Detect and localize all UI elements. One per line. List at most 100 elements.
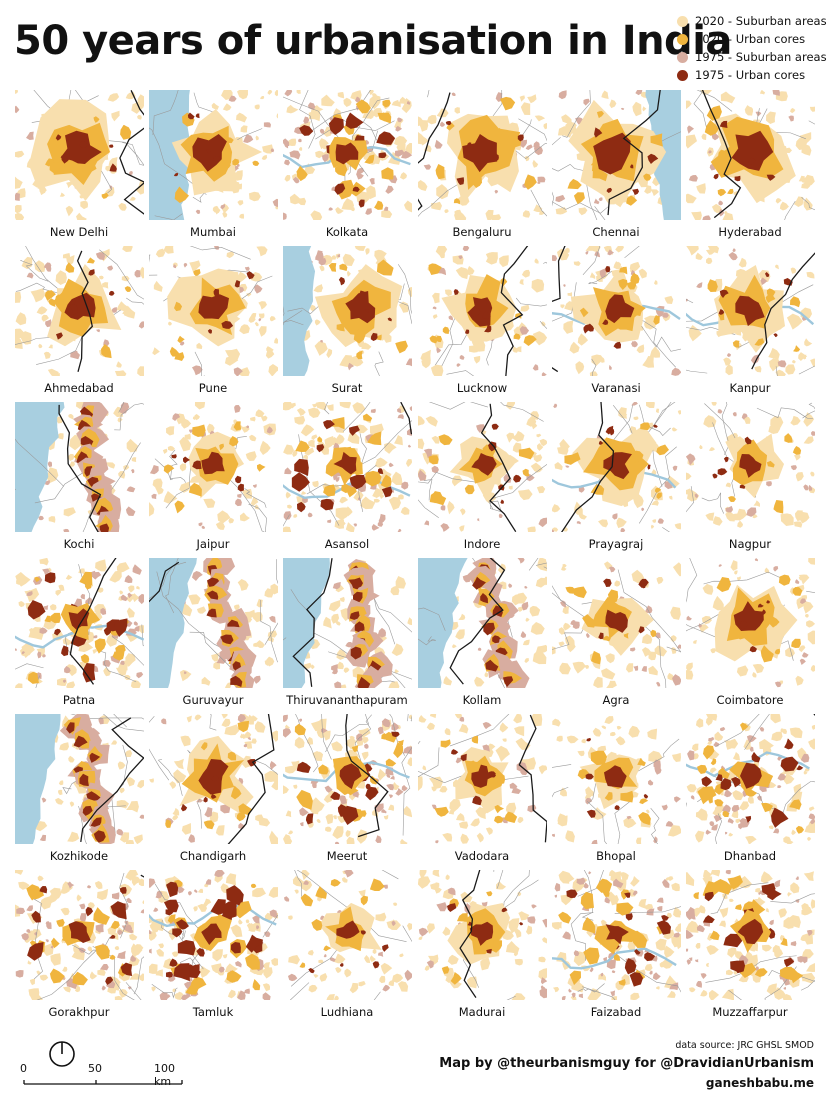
city-label: Ludhiana	[320, 1005, 374, 1019]
city-label: Kanpur	[729, 381, 771, 395]
city-label: Guruvayur	[182, 693, 244, 707]
city-label: Vadodara	[454, 849, 510, 863]
scale-label-100: 100 km	[154, 1062, 175, 1088]
legend-label: 1975 - Urban cores	[695, 68, 806, 82]
website: ganeshbabu.me	[705, 1076, 814, 1090]
city-map-panel	[15, 246, 144, 376]
urban-footprint-map	[552, 246, 681, 376]
urban-footprint-map	[149, 870, 278, 1000]
city-label: Patna	[62, 693, 96, 707]
city-label: Tamluk	[192, 1005, 234, 1019]
legend-swatch	[677, 69, 688, 81]
city-label: Nagpur	[728, 537, 772, 551]
city-label: Thiruvananthapuram	[286, 693, 408, 707]
legend-item: 1975 - Suburban areas	[677, 48, 827, 66]
city-map-panel	[283, 402, 412, 532]
urban-footprint-map	[686, 558, 815, 688]
city-map-panel	[283, 870, 412, 1000]
urban-footprint-map	[552, 714, 681, 844]
credits: data source: JRC GHSL SMOD Map by @theur…	[439, 1040, 814, 1090]
urban-footprint-map	[15, 870, 144, 1000]
urban-footprint-map	[418, 714, 547, 844]
city-map-panel	[149, 558, 278, 688]
city-map-panel	[686, 870, 815, 1000]
data-source: data source: JRC GHSL SMOD	[675, 1040, 814, 1051]
city-label: Surat	[331, 381, 363, 395]
city-map-panel	[552, 558, 681, 688]
urban-footprint-map	[149, 558, 278, 688]
urban-footprint-map	[283, 90, 412, 220]
city-map-panel	[552, 402, 681, 532]
city-map-panel	[283, 246, 412, 376]
urban-footprint-map	[552, 90, 681, 220]
city-map-panel	[283, 714, 412, 844]
city-map-panel	[686, 90, 815, 220]
urban-footprint-map	[686, 402, 815, 532]
urban-footprint-map	[283, 714, 412, 844]
legend-swatch	[677, 33, 688, 45]
city-label: Pune	[198, 381, 228, 395]
small-multiples-grid: New Delhi Mumbai Kolkata Bengaluru Chennai Hy…	[15, 90, 815, 1019]
city-map-panel	[149, 402, 278, 532]
city-label: Ahmedabad	[44, 381, 114, 395]
urban-footprint-map	[283, 246, 412, 376]
city-map-panel	[418, 90, 547, 220]
city-label: Coimbatore	[716, 693, 784, 707]
city-label: Madurai	[458, 1005, 506, 1019]
urban-footprint-map	[149, 90, 278, 220]
legend-item: 1975 - Urban cores	[677, 66, 827, 84]
legend-swatch	[677, 51, 688, 63]
city-map-panel	[15, 870, 144, 1000]
city-label: Kollam	[462, 693, 502, 707]
urban-footprint-map	[149, 402, 278, 532]
urban-footprint-map	[283, 870, 412, 1000]
city-map-panel	[686, 246, 815, 376]
city-map-panel	[15, 714, 144, 844]
urban-footprint-map	[15, 402, 144, 532]
city-label: Kolkata	[325, 225, 369, 239]
legend-swatch	[677, 15, 688, 27]
city-label: Hyderabad	[718, 225, 782, 239]
city-label: Mumbai	[190, 225, 236, 239]
scale-label-0: 0	[20, 1062, 27, 1075]
city-label: Meerut	[326, 849, 368, 863]
urban-footprint-map	[15, 246, 144, 376]
urban-footprint-map	[149, 714, 278, 844]
legend-label: 2020 - Urban cores	[695, 32, 806, 46]
city-label: Bengaluru	[452, 225, 512, 239]
urban-footprint-map	[418, 246, 547, 376]
city-map-panel	[686, 714, 815, 844]
city-label: Lucknow	[456, 381, 508, 395]
city-label: Bhopal	[596, 849, 636, 863]
city-map-panel	[15, 402, 144, 532]
urban-footprint-map	[552, 402, 681, 532]
city-label: Prayagraj	[588, 537, 644, 551]
legend: 2020 - Suburban areas 2020 - Urban cores…	[677, 12, 827, 84]
legend-label: 1975 - Suburban areas	[695, 50, 827, 64]
urban-footprint-map	[552, 870, 681, 1000]
legend-item: 2020 - Urban cores	[677, 30, 827, 48]
city-map-panel	[418, 714, 547, 844]
urban-footprint-map	[149, 246, 278, 376]
urban-footprint-map	[283, 402, 412, 532]
legend-label: 2020 - Suburban areas	[695, 14, 827, 28]
city-map-panel	[149, 714, 278, 844]
city-map-panel	[418, 246, 547, 376]
city-map-panel	[15, 558, 144, 688]
city-map-panel	[283, 558, 412, 688]
city-map-panel	[149, 90, 278, 220]
urban-footprint-map	[686, 714, 815, 844]
city-map-panel	[149, 246, 278, 376]
city-map-panel	[283, 90, 412, 220]
urban-footprint-map	[418, 402, 547, 532]
city-map-panel	[552, 714, 681, 844]
city-label: Agra	[602, 693, 630, 707]
city-map-panel	[418, 402, 547, 532]
city-label: Gorakhpur	[48, 1005, 110, 1019]
city-map-panel	[418, 870, 547, 1000]
city-label: Jaipur	[196, 537, 230, 551]
city-map-panel	[552, 90, 681, 220]
scale-bar-graphic	[23, 1041, 183, 1085]
city-map-panel	[149, 870, 278, 1000]
map-title: 50 years of urbanisation in India	[14, 18, 732, 64]
